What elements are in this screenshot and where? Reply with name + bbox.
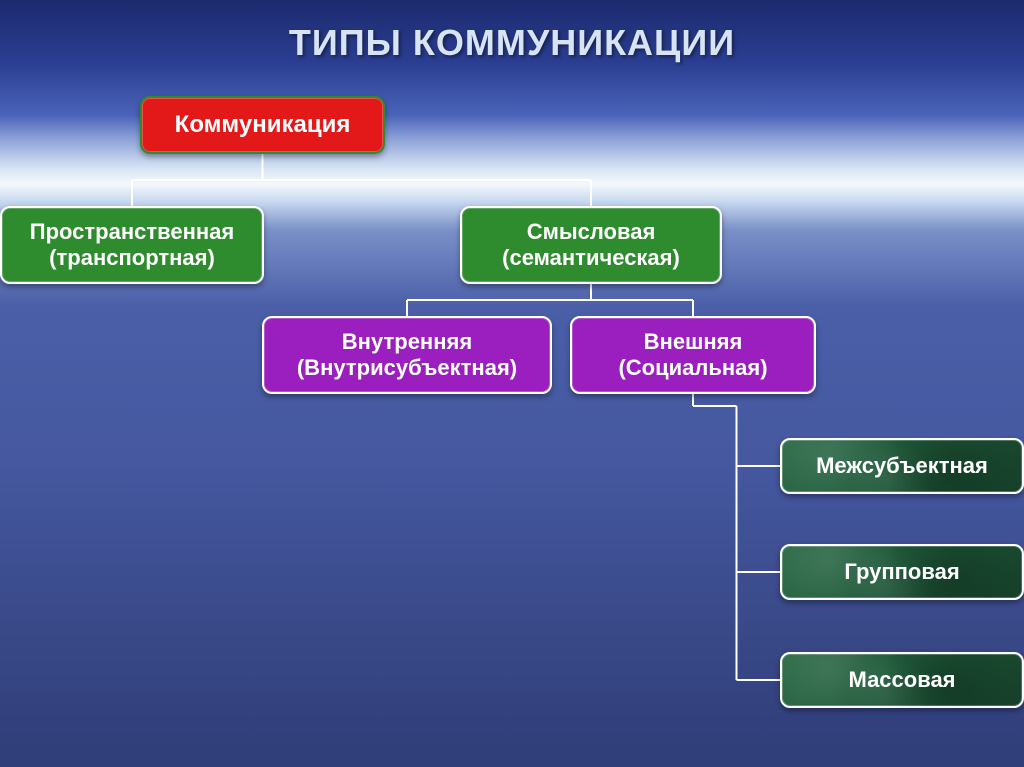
page-title: ТИПЫ КОММУНИКАЦИИ [0, 22, 1024, 64]
node-group: Групповая [780, 544, 1024, 600]
node-mass: Массовая [780, 652, 1024, 708]
node-internal: Внутренняя (Внутрисубъектная) [262, 316, 552, 394]
node-intersubjective: Межсубъектная [780, 438, 1024, 494]
node-semantic: Смысловая (семантическая) [460, 206, 722, 284]
node-external: Внешняя (Социальная) [570, 316, 816, 394]
node-root: Коммуникация [140, 96, 385, 154]
node-spatial: Пространственная (транспортная) [0, 206, 264, 284]
